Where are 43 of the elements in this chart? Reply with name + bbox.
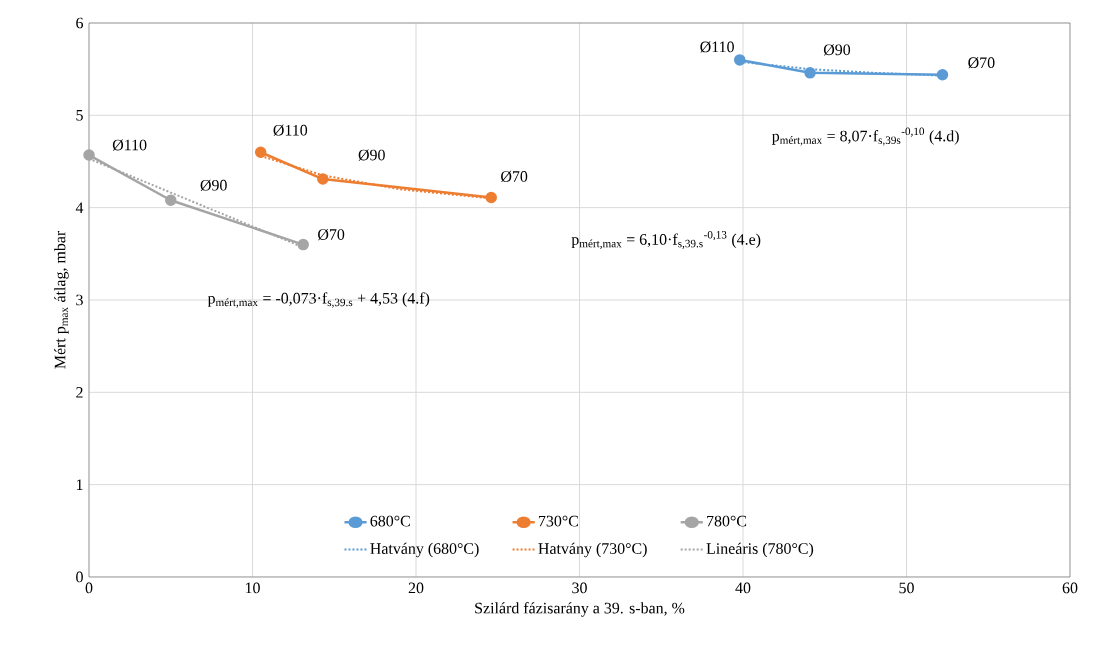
x-tick-label: 10 (245, 582, 260, 594)
y-tick-label: 6 (76, 17, 84, 29)
legend-label: Lineáris (780°C) (706, 542, 814, 558)
annotation: p$_{mért,max}$ = 8,07·f$_{s,39s}$$^{-0,10}$ (4.d) (771, 127, 959, 146)
annotation: p$_{mért,max}$ = -0,073·f$_{s,39.s}$ + 4,53 (4.f) (207, 292, 430, 308)
point (733, 54, 746, 66)
point (936, 68, 949, 81)
point (83, 149, 95, 161)
y-tick-label: 1 (76, 479, 83, 490)
annotation: Ø110 (112, 139, 147, 151)
point (254, 146, 267, 158)
legend-label: 780°C (707, 515, 747, 527)
annotation: Ø90 (823, 44, 851, 56)
point (297, 238, 309, 251)
x-tick-label: 60 (1062, 582, 1078, 594)
y-tick-label: 2 (76, 387, 83, 398)
y-tick-label: 5 (76, 110, 83, 121)
legend-label: Hatvány (680°C) (370, 542, 479, 558)
point (165, 194, 177, 207)
x-tick-label: 0 (85, 582, 93, 594)
y-tick-label: 0 (76, 571, 83, 583)
x-tick-label: 30 (572, 582, 587, 594)
point (804, 67, 816, 79)
y-tick-label: 4 (75, 202, 84, 213)
annotation: p$_{mért,max}$ = 6,10·f$_{s,39.s}$$^{-0,13}$ (4.e) (571, 230, 761, 249)
annotation: Ø70 (318, 228, 345, 241)
annotation: Ø110 (273, 124, 308, 136)
annotation: Ø90 (358, 149, 385, 161)
legend-label: 680°C (370, 515, 410, 527)
y-tick-label: 3 (76, 294, 83, 306)
x-tick-label: 40 (735, 582, 751, 594)
annotation: Ø110 (700, 41, 734, 53)
point (317, 173, 329, 185)
x-tick-label: 50 (899, 582, 914, 594)
x-axis-title: Szilárd fázisarány a 39. s-ban, % (475, 602, 685, 617)
annotation: Ø90 (200, 179, 227, 191)
y-axis-title: Mért p$_{max}$ átlag, mbar (54, 230, 69, 369)
legend-label: 730°C (538, 515, 578, 527)
legend-label: Hatvány (730°C) (538, 542, 647, 558)
annotation: Ø70 (968, 57, 995, 69)
x-tick-label: 20 (408, 582, 424, 594)
point (485, 191, 497, 204)
annotation: Ø70 (501, 170, 528, 183)
